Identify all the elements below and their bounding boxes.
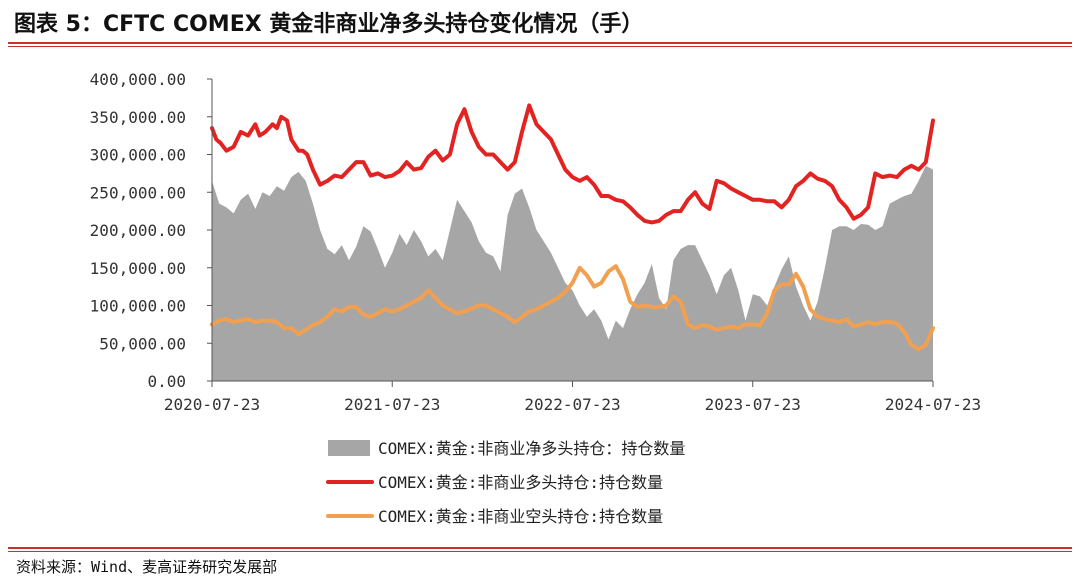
y-tick-label: 50,000.00 (99, 334, 186, 353)
legend-label: COMEX:黄金:非商业多头持仓:持仓数量 (378, 473, 663, 492)
x-tick-label: 2022-07-23 (524, 395, 620, 414)
y-tick-label: 200,000.00 (90, 221, 186, 240)
legend-label: COMEX:黄金:非商业净多头持仓：持仓数量 (378, 439, 685, 458)
series-line-long (210, 103, 935, 225)
legend: COMEX:黄金:非商业净多头持仓：持仓数量 COMEX:黄金:非商业多头持仓:持… (326, 439, 685, 526)
y-tick-label: 350,000.00 (90, 108, 186, 127)
chart-svg: 0.00 50,000.00 100,000.00 150,000.00 200,000… (90, 70, 981, 526)
y-tick-label: 100,000.00 (90, 297, 186, 316)
source-rule-thick (8, 547, 1072, 549)
legend-swatch (328, 440, 370, 456)
y-tick-label: 400,000.00 (90, 70, 186, 89)
area-layer (212, 165, 933, 381)
title-rule-thick (8, 42, 1072, 44)
y-tick-label: 250,000.00 (90, 183, 186, 202)
x-tick-label: 2021-07-23 (344, 395, 440, 414)
x-tick-label: 2023-07-23 (705, 395, 801, 414)
series-area-net-long (212, 165, 933, 381)
axes-layer (207, 78, 934, 387)
x-tick-label: 2020-07-23 (164, 395, 260, 414)
y-tick-label: 150,000.00 (90, 259, 186, 278)
y-tick-label: 0.00 (147, 372, 186, 391)
tick-label-layer: 0.00 50,000.00 100,000.00 150,000.00 200,000… (90, 70, 981, 414)
x-tick-label: 2024-07-23 (885, 395, 981, 414)
source-rule-thin (8, 551, 1072, 552)
source-note: 资料来源：Wind、麦高证券研究发展部 (16, 558, 278, 576)
title-rule-thin (8, 46, 1072, 47)
line-layer (210, 103, 935, 352)
legend-label: COMEX:黄金:非商业空头持仓:持仓数量 (378, 507, 663, 526)
y-tick-label: 300,000.00 (90, 146, 186, 165)
figure-title: 图表 5：CFTC COMEX 黄金非商业净多头持仓变化情况（手） (14, 12, 644, 37)
series-line-short (210, 264, 935, 352)
